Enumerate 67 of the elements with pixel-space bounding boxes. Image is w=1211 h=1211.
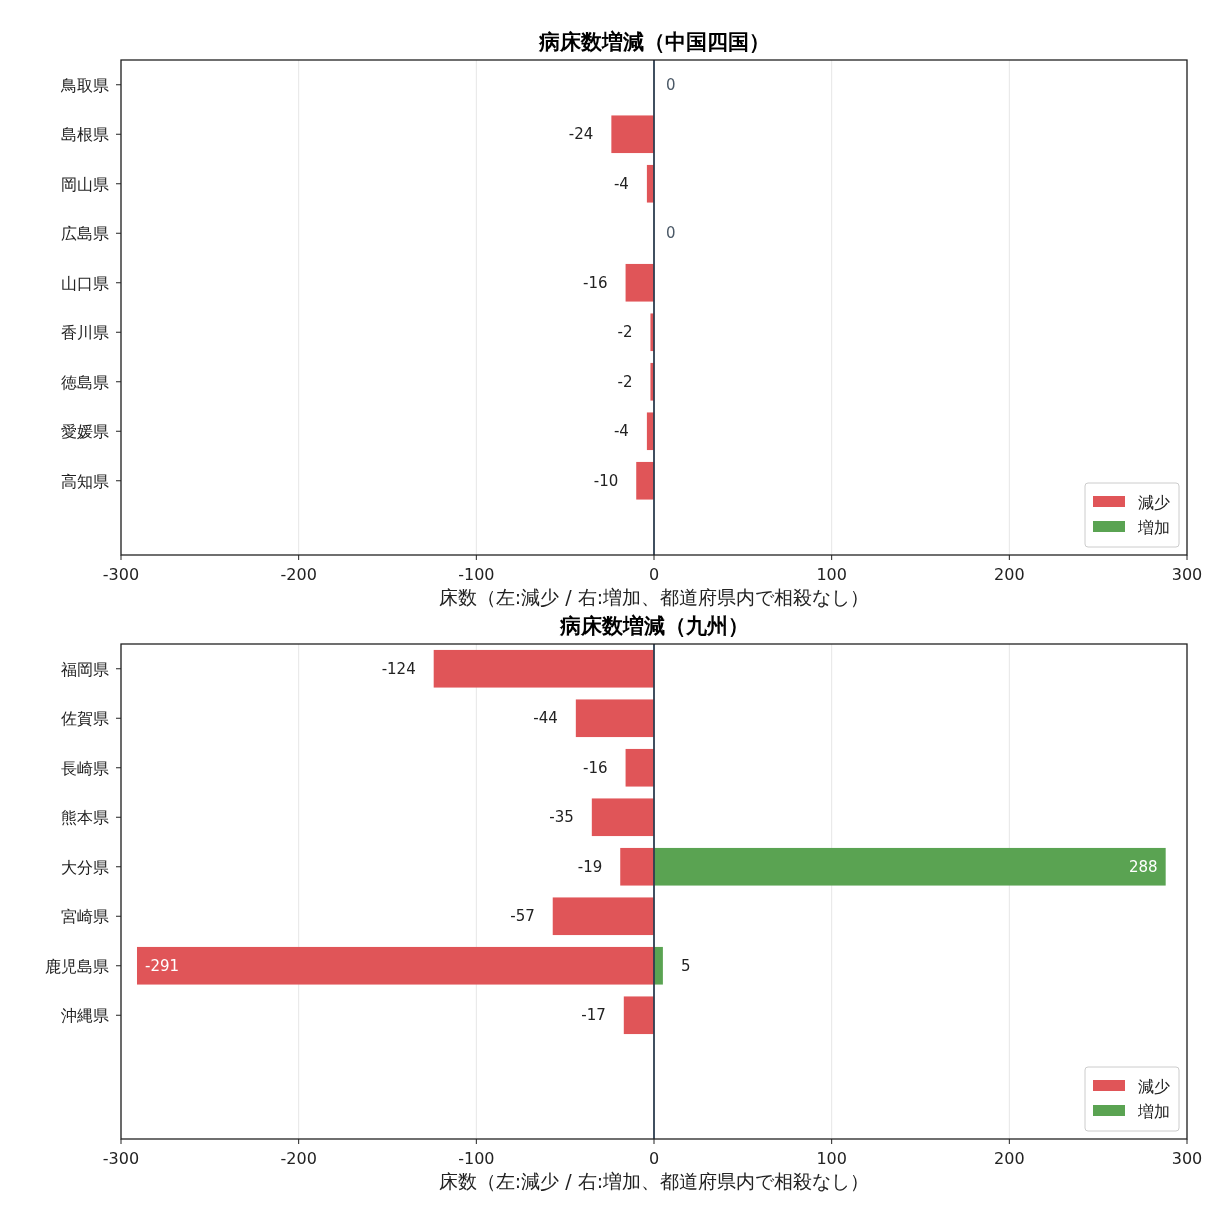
data-label: -2	[617, 372, 633, 391]
y-tick-label: 広島県	[61, 224, 109, 244]
bar	[136, 946, 654, 985]
data-label: -44	[533, 709, 558, 728]
y-tick-label: 徳島県	[61, 372, 109, 392]
y-tick-label: 沖縄県	[61, 1006, 109, 1026]
data-label: -291	[144, 956, 180, 975]
x-tick-label: -300	[102, 1149, 140, 1168]
x-tick-label: 300	[1171, 1149, 1203, 1168]
y-tick-label: 鳥取県	[60, 75, 109, 95]
x-tick-label: 100	[816, 565, 847, 584]
y-tick-label: 福岡県	[61, 659, 109, 679]
bar	[552, 897, 654, 936]
x-tick-label: 0	[648, 1149, 660, 1168]
bar	[654, 847, 1166, 886]
data-label: -4	[613, 174, 629, 193]
x-axis-title: 床数（左:減少 / 右:増加、都道府県内で相殺なし）	[438, 586, 870, 608]
y-tick-label: 佐賀県	[61, 709, 109, 729]
data-label: -17	[581, 1006, 606, 1025]
data-label: 5	[680, 956, 691, 975]
bar	[591, 798, 654, 837]
data-label: -35	[549, 808, 574, 827]
y-tick-label: 高知県	[61, 471, 109, 491]
y-tick-label: 島根県	[61, 125, 109, 145]
legend-label: 増加	[1137, 518, 1170, 537]
x-tick-label: -200	[280, 1149, 317, 1168]
x-axis-title: 床数（左:減少 / 右:増加、都道府県内で相殺なし）	[438, 1170, 870, 1192]
y-tick-label: 山口県	[61, 273, 109, 293]
y-tick-label: 鹿児島県	[45, 956, 109, 976]
bar	[620, 847, 654, 886]
bar	[575, 699, 654, 738]
y-tick-label: 愛媛県	[61, 422, 109, 442]
data-label: -19	[577, 857, 603, 876]
chart-title: 病床数増減（中国四国）	[537, 30, 770, 54]
x-tick-label: -200	[280, 565, 317, 584]
x-tick-label: -100	[458, 1149, 495, 1168]
y-tick-label: 岡山県	[61, 174, 109, 194]
data-label: -57	[510, 907, 535, 926]
data-label: 0	[666, 75, 676, 94]
data-label: -4	[613, 422, 629, 441]
y-tick-label: 宮崎県	[61, 907, 109, 927]
data-label: -16	[583, 273, 608, 292]
x-tick-label: -300	[102, 565, 140, 584]
data-label: -2	[617, 323, 633, 342]
data-label: -10	[593, 471, 619, 490]
legend-label: 減少	[1138, 493, 1170, 512]
data-label: -124	[381, 659, 416, 678]
x-tick-label: 200	[994, 565, 1025, 584]
y-tick-label: 長崎県	[61, 758, 109, 778]
x-tick-label: 0	[648, 565, 660, 584]
y-tick-label: 香川県	[61, 323, 109, 343]
bar	[625, 748, 654, 787]
bar	[623, 996, 654, 1035]
data-label: -16	[583, 758, 608, 777]
data-label: 0	[666, 224, 676, 243]
bar	[433, 649, 654, 688]
y-tick-label: 大分県	[61, 857, 109, 877]
legend-label: 減少	[1138, 1077, 1170, 1096]
x-tick-label: -100	[458, 565, 495, 584]
legend-label: 増加	[1137, 1102, 1170, 1121]
y-tick-label: 熊本県	[61, 808, 109, 828]
x-tick-label: 300	[1171, 565, 1203, 584]
chart-title: 病床数増減（九州）	[558, 614, 749, 638]
data-label: 288	[1129, 857, 1158, 876]
data-label: -24	[568, 125, 594, 144]
x-tick-label: 200	[994, 1149, 1025, 1168]
x-tick-label: 100	[816, 1149, 847, 1168]
